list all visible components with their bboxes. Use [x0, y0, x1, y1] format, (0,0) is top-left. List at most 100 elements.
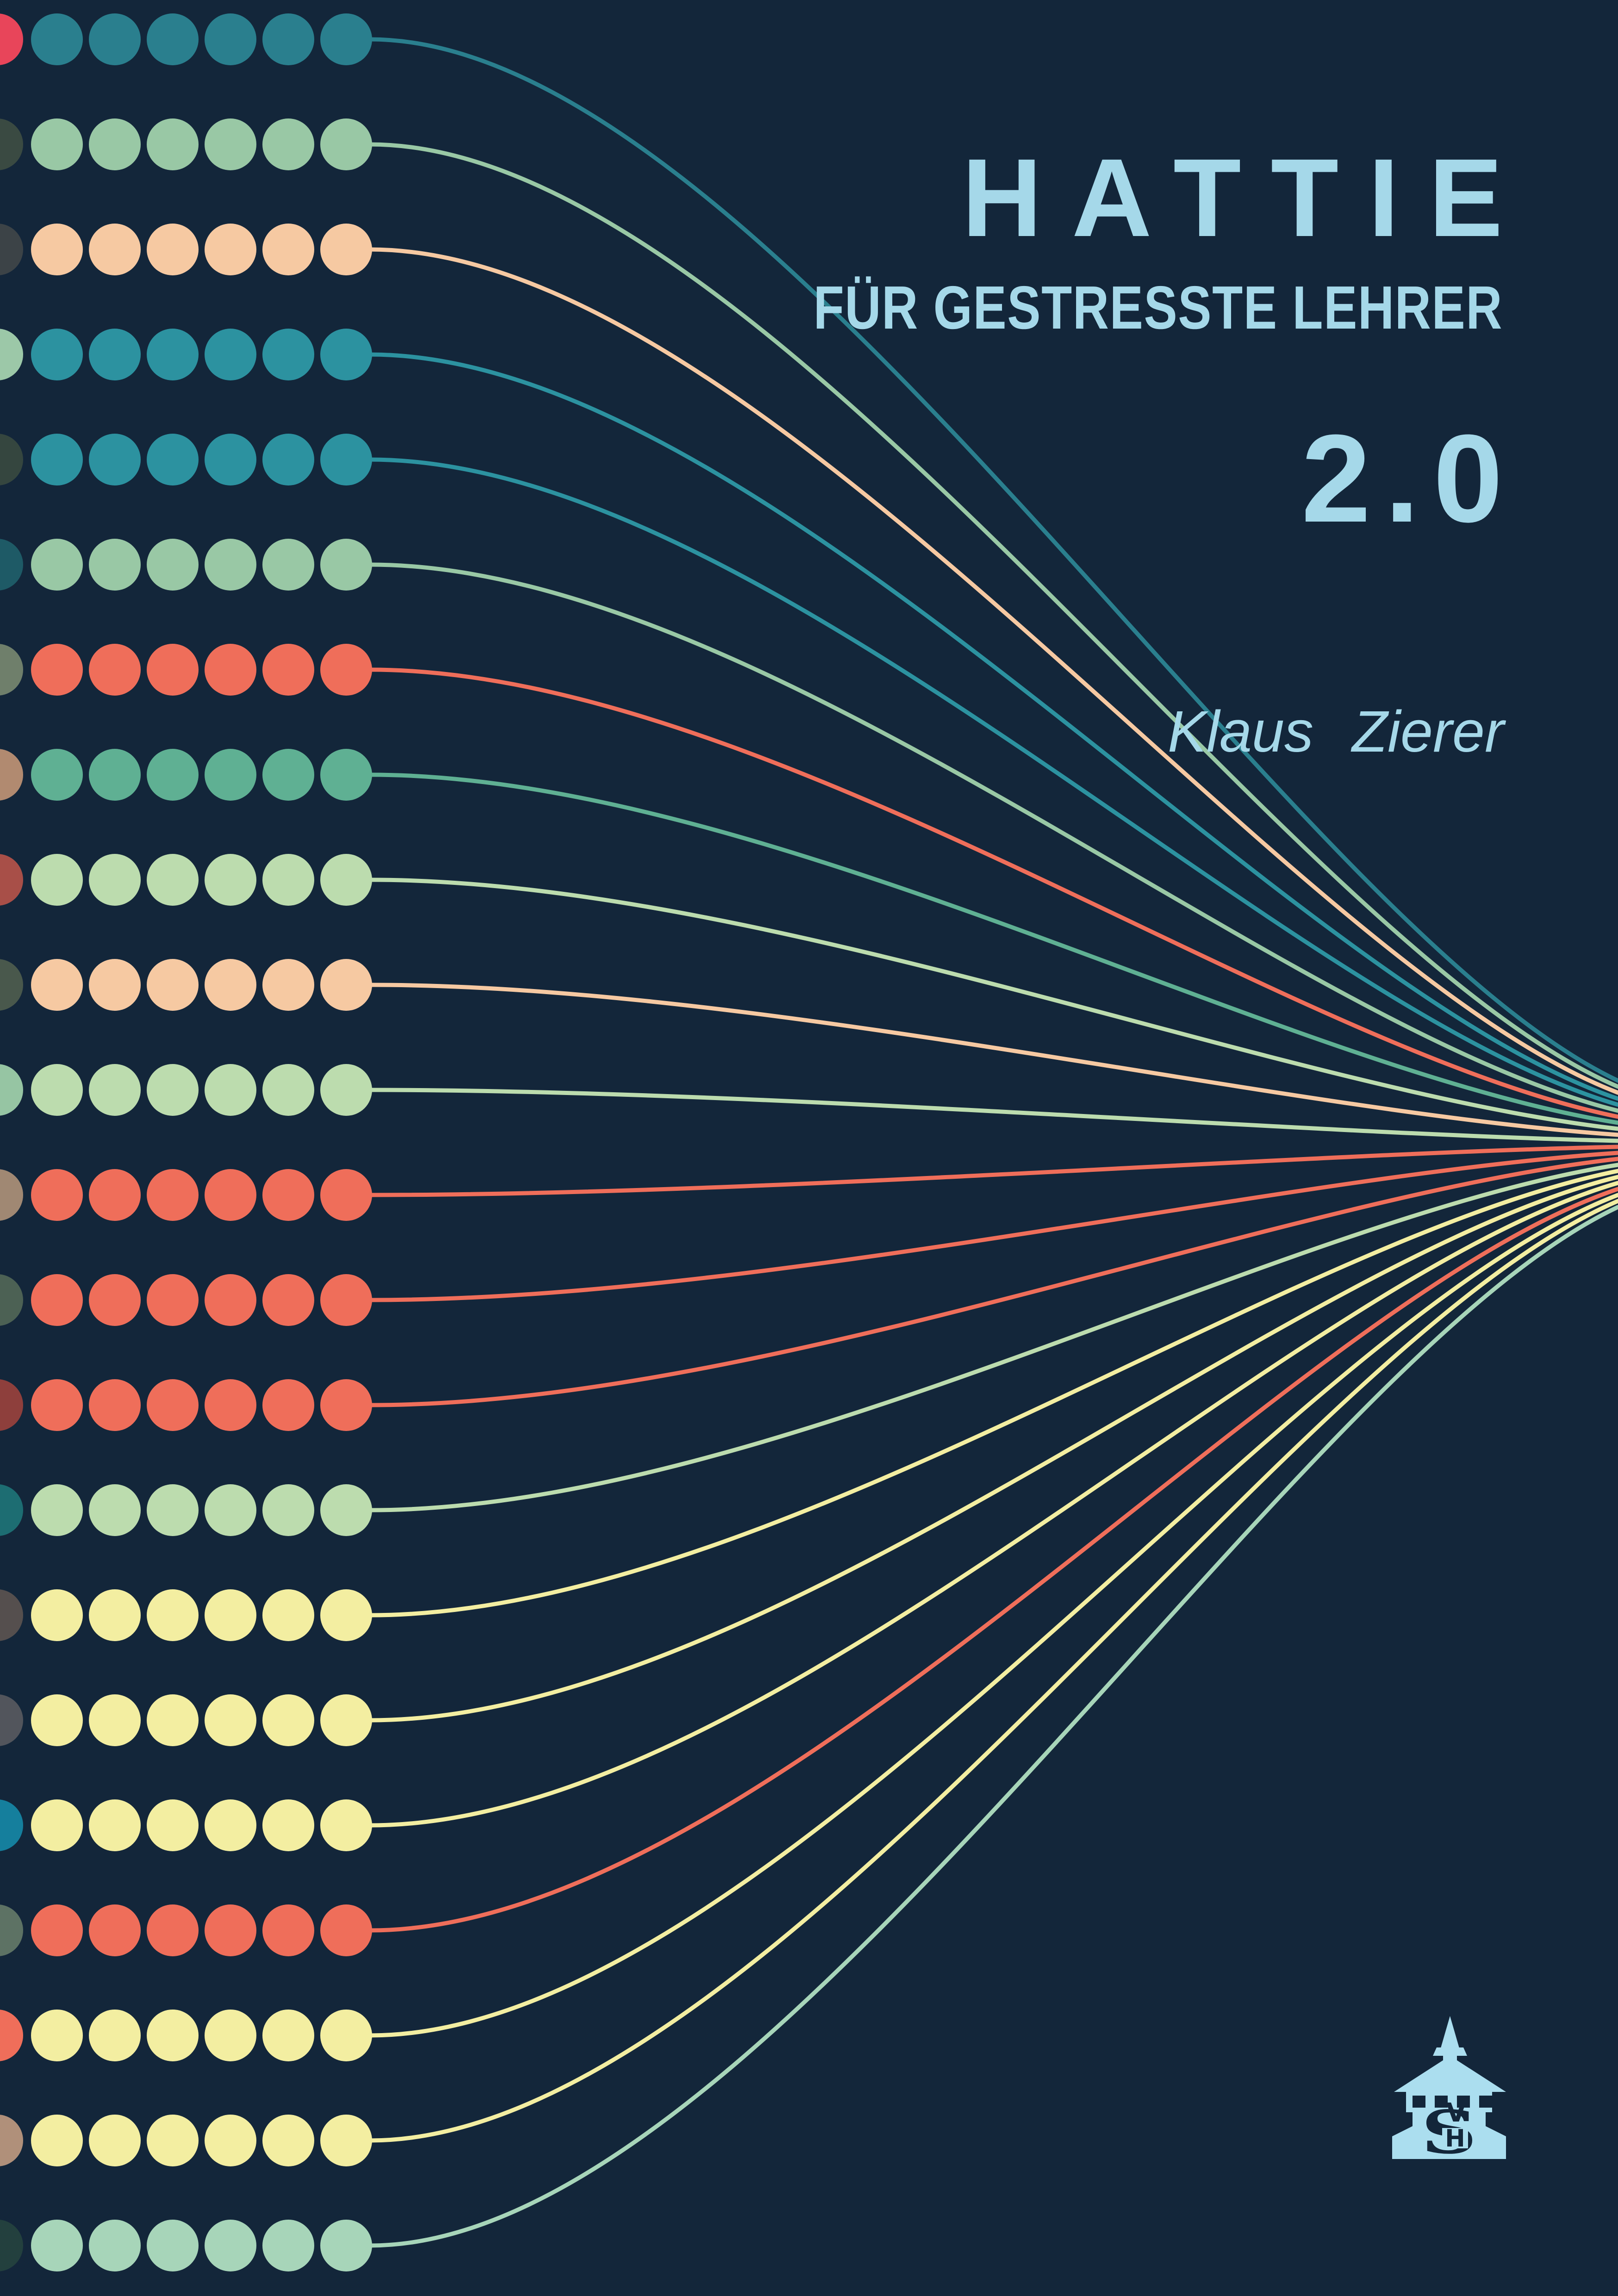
book-subtitle: FÜR GESTRESSTE LEHRER	[814, 274, 1503, 342]
dot	[205, 2009, 256, 2061]
dot	[320, 1589, 372, 1641]
dot	[147, 433, 199, 485]
dot	[205, 13, 256, 65]
dot-row	[0, 1484, 372, 1536]
dot	[205, 853, 256, 906]
dot	[320, 1904, 372, 1956]
dot	[31, 433, 83, 485]
publisher-logo: S V H	[1392, 2016, 1506, 2167]
dot	[147, 1379, 199, 1431]
dot	[89, 538, 141, 591]
flow-line	[368, 37, 1618, 1083]
dot	[205, 1064, 256, 1116]
dot	[89, 1589, 141, 1641]
edge-dot	[0, 1169, 23, 1221]
dot	[31, 2219, 83, 2271]
dot	[89, 1169, 141, 1221]
dot	[147, 748, 199, 801]
dot	[205, 1694, 256, 1746]
dot	[147, 1274, 199, 1326]
dot	[147, 1904, 199, 1956]
dot	[262, 538, 314, 591]
dot	[262, 853, 314, 906]
dot	[205, 2114, 256, 2166]
dot	[262, 958, 314, 1011]
dot	[262, 223, 314, 275]
dot	[31, 1694, 83, 1746]
edge-dot	[0, 13, 23, 65]
flow-line	[368, 1169, 1618, 1618]
dot	[205, 433, 256, 485]
dot	[320, 13, 372, 65]
dot-row	[0, 853, 372, 906]
flow-line	[368, 1181, 1618, 1828]
dot	[262, 1379, 314, 1431]
dot-row	[0, 1379, 372, 1431]
dot	[147, 538, 199, 591]
dot	[320, 1274, 372, 1326]
flow-line	[368, 562, 1618, 1113]
dot	[262, 2114, 314, 2166]
edge-dot	[0, 644, 23, 696]
tower-windows	[1413, 2095, 1492, 2108]
dot	[205, 1799, 256, 1851]
edge-dot	[0, 329, 23, 380]
edge-dot	[0, 539, 23, 591]
dot-row	[0, 643, 372, 696]
dot	[262, 2009, 314, 2061]
dot	[31, 643, 83, 696]
flow-line	[368, 1199, 1618, 2143]
dot	[89, 1484, 141, 1536]
dot	[89, 1904, 141, 1956]
flow-line	[368, 1151, 1618, 1302]
edge-dot	[0, 1589, 23, 1641]
dot	[205, 328, 256, 380]
dot	[147, 2009, 199, 2061]
dot	[262, 13, 314, 65]
dot	[31, 1589, 83, 1641]
dot	[262, 1694, 314, 1746]
dot	[320, 2114, 372, 2166]
dot	[31, 538, 83, 591]
dot	[89, 853, 141, 906]
dot	[262, 118, 314, 170]
dot	[31, 1799, 83, 1851]
edge-dot	[0, 1064, 23, 1116]
dot	[31, 1064, 83, 1116]
dot	[147, 1589, 199, 1641]
logo-h-patch	[1442, 2128, 1468, 2148]
dot	[31, 2009, 83, 2061]
book-title: HATTIE	[962, 136, 1532, 260]
flow-line	[368, 352, 1618, 1101]
dot	[262, 433, 314, 485]
flow-line	[368, 983, 1618, 1137]
edge-dot	[0, 959, 23, 1011]
dot-row	[0, 1694, 372, 1746]
flow-line	[368, 1088, 1618, 1143]
edge-dot	[0, 1274, 23, 1326]
edge-dot	[0, 118, 23, 170]
edge-dot	[0, 749, 23, 801]
dot	[262, 328, 314, 380]
dot	[320, 643, 372, 696]
edge-dot	[0, 434, 23, 485]
logo-letter-v: V	[1446, 2098, 1466, 2128]
dot-row	[0, 1904, 372, 1956]
dot	[262, 1064, 314, 1116]
dot-row	[0, 328, 372, 380]
dot	[320, 1694, 372, 1746]
dot-row	[0, 1169, 372, 1221]
dot	[147, 2114, 199, 2166]
dot	[31, 1379, 83, 1431]
dot	[147, 223, 199, 275]
dot	[320, 853, 372, 906]
dot	[89, 1694, 141, 1746]
dot	[262, 1274, 314, 1326]
dot	[89, 1274, 141, 1326]
flow-line	[368, 247, 1618, 1095]
dot	[262, 1484, 314, 1536]
dot	[89, 328, 141, 380]
dot-row	[0, 223, 372, 275]
dot	[147, 853, 199, 906]
dot	[205, 1274, 256, 1326]
